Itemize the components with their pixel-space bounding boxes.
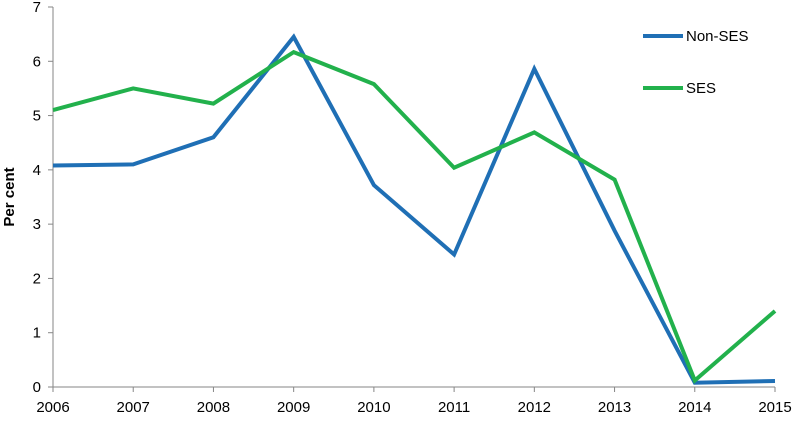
y-tick-label: 4 <box>33 162 41 179</box>
y-tick-label: 1 <box>33 325 41 342</box>
y-tick-label: 6 <box>33 53 41 70</box>
y-tick-label: 5 <box>33 108 41 125</box>
x-tick-label: 2011 <box>438 399 470 416</box>
chart-axes <box>52 7 775 388</box>
x-tick-label: 2014 <box>678 399 711 416</box>
y-tick-label: 0 <box>33 379 41 396</box>
x-tick-label: 2008 <box>197 399 230 416</box>
series-layer <box>52 33 777 385</box>
legend: Non-SES SES <box>643 28 749 97</box>
legend-label: SES <box>686 80 716 97</box>
y-axis-title: Per cent <box>1 167 18 226</box>
y-tick-label: 3 <box>33 216 41 233</box>
y-tick-label: 2 <box>33 270 41 287</box>
x-tick-label: 2006 <box>36 399 69 416</box>
y-axis-ticks: 0 1 2 3 4 5 6 7 <box>33 0 53 396</box>
y-tick-label: 7 <box>33 0 41 16</box>
legend-label: Non-SES <box>686 28 749 45</box>
x-tick-label: 2007 <box>117 399 150 416</box>
series-line-ses <box>52 49 777 384</box>
x-tick-label: 2009 <box>277 399 310 416</box>
x-tick-label: 2012 <box>518 399 551 416</box>
x-tick-label: 2013 <box>598 399 631 416</box>
x-tick-label: 2010 <box>357 399 390 416</box>
series-line-non-ses <box>52 33 776 385</box>
x-axis-ticks: 2006 2007 2008 2009 2010 2011 2012 2013 2014 2015 <box>36 387 792 416</box>
x-tick-label: 2015 <box>758 399 791 416</box>
